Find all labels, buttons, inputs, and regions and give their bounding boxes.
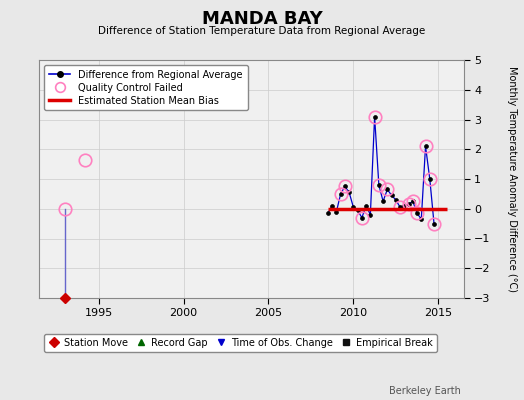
Y-axis label: Monthly Temperature Anomaly Difference (°C): Monthly Temperature Anomaly Difference (… — [507, 66, 517, 292]
Legend: Station Move, Record Gap, Time of Obs. Change, Empirical Break: Station Move, Record Gap, Time of Obs. C… — [44, 334, 436, 352]
Text: Difference of Station Temperature Data from Regional Average: Difference of Station Temperature Data f… — [99, 26, 425, 36]
Text: Berkeley Earth: Berkeley Earth — [389, 386, 461, 396]
Text: MANDA BAY: MANDA BAY — [202, 10, 322, 28]
